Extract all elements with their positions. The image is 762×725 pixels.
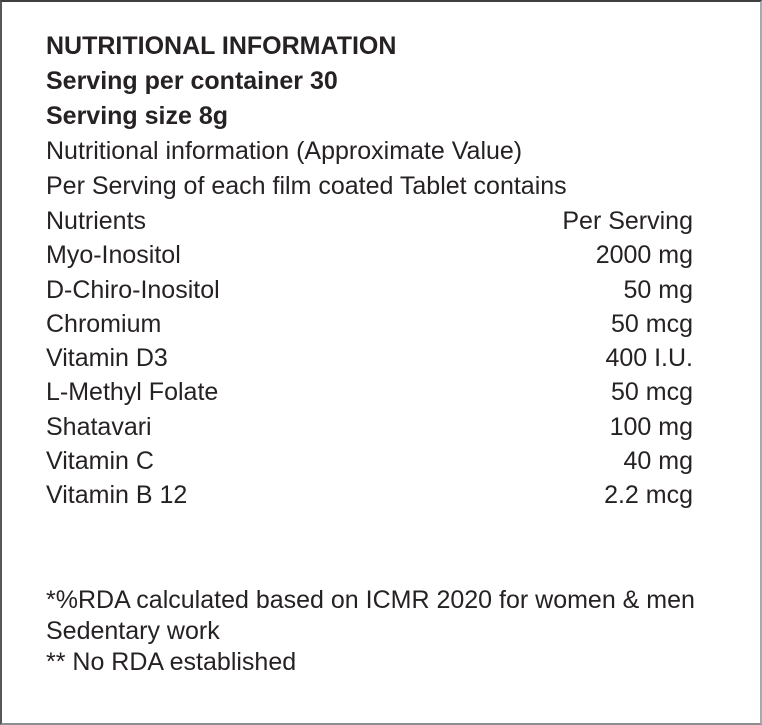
nutrient-name: Vitamin D3 <box>46 344 168 373</box>
table-row: L-Methyl Folate 50 mcg <box>46 375 693 409</box>
table-row: Vitamin C 40 mg <box>46 444 693 478</box>
no-rda-footnote: ** No RDA established <box>46 647 297 676</box>
nutrient-name: D-Chiro-Inositol <box>46 275 220 304</box>
table-row: Vitamin B 12 2.2 mcg <box>46 478 693 512</box>
nutrient-name: L-Methyl Folate <box>46 378 219 407</box>
rda-footnote-line2: Sedentary work <box>46 616 220 645</box>
nutrient-amount: 2.2 mcg <box>604 481 693 510</box>
serving-size: Serving size 8g <box>46 102 229 130</box>
table-body: Myo-Inositol 2000 mg D-Chiro-Inositol 50… <box>46 238 693 512</box>
nutrient-amount: 2000 mg <box>595 241 693 270</box>
nutrient-amount: 100 mg <box>609 412 693 441</box>
nutrient-amount: 50 mg <box>623 275 693 304</box>
nutrient-name: Chromium <box>46 309 162 338</box>
column-header-per-serving: Per Serving <box>562 207 693 235</box>
table-row: Chromium 50 mcg <box>46 307 693 341</box>
footnotes: *%RDA calculated based on ICMR 2020 for … <box>46 585 695 678</box>
table-row: Shatavari 100 mg <box>46 410 693 444</box>
column-header-nutrients: Nutrients <box>46 207 147 235</box>
serving-per-container: Serving per container 30 <box>46 67 338 95</box>
nutrient-name: Vitamin C <box>46 447 154 476</box>
nutrient-amount: 50 mcg <box>611 309 693 338</box>
table-row: Vitamin D3 400 I.U. <box>46 341 693 375</box>
table-row: D-Chiro-Inositol 50 mg <box>46 273 693 307</box>
nutrient-name: Shatavari <box>46 412 152 441</box>
nutrients-table: Nutrients Per Serving Myo-Inositol 2000 … <box>46 204 693 513</box>
approx-value-note: Nutritional information (Approximate Val… <box>46 137 523 165</box>
nutrient-name: Myo-Inositol <box>46 241 181 270</box>
nutrient-amount: 50 mcg <box>611 378 693 407</box>
per-serving-note: Per Serving of each film coated Tablet c… <box>46 172 567 200</box>
nutrient-name: Vitamin B 12 <box>46 481 188 510</box>
nutrient-amount: 40 mg <box>623 447 693 476</box>
nutrient-amount: 400 I.U. <box>605 344 693 373</box>
rda-footnote-line1: *%RDA calculated based on ICMR 2020 for … <box>46 585 695 614</box>
table-row: Myo-Inositol 2000 mg <box>46 238 693 272</box>
label-title: NUTRITIONAL INFORMATION <box>46 32 397 60</box>
table-header-row: Nutrients Per Serving <box>46 204 693 238</box>
